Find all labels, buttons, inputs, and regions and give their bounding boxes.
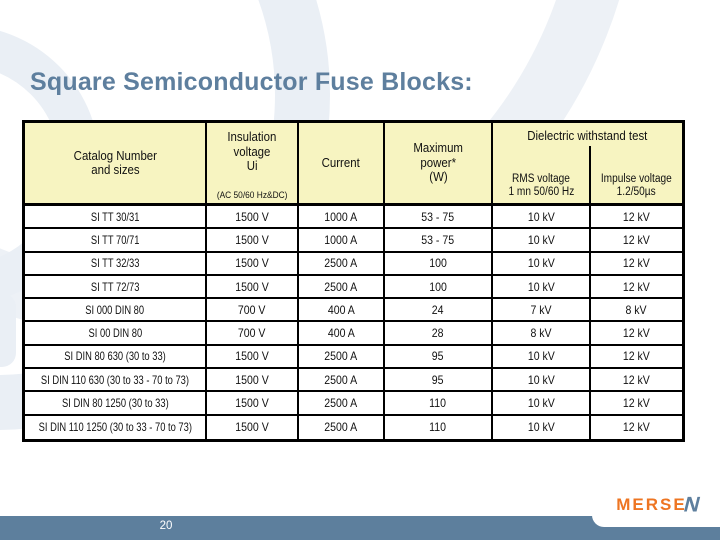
- catalog-number: SI 000 DIN 80: [85, 302, 145, 317]
- rms-voltage: 10 kV: [527, 396, 555, 411]
- impulse-voltage: 12 kV: [622, 396, 651, 411]
- table-row: SI TT 70/71 1500 V 1000 A 53 - 75 10 kV …: [25, 229, 682, 253]
- impulse-voltage: 12 kV: [622, 372, 651, 387]
- current: 2500 A: [324, 372, 358, 387]
- catalog-number: SI DIN 110 1250 (30 to 33 - 70 to 73): [38, 420, 192, 435]
- catalog-number: SI TT 30/31: [90, 209, 140, 224]
- background-watermark-arc: [0, 293, 16, 367]
- header-current: Current: [299, 123, 385, 203]
- max-power: 95: [432, 349, 444, 364]
- rms-voltage: 7 kV: [530, 302, 552, 317]
- insulation-voltage: 1500 V: [235, 256, 269, 271]
- table-row: SI TT 30/31 1500 V 1000 A 53 - 75 10 kV …: [25, 206, 682, 230]
- header-dielectric-title: Dielectric withstand test: [527, 128, 648, 143]
- catalog-number: SI TT 72/73: [90, 279, 140, 294]
- table-row: SI DIN 110 1250 (30 to 33 - 70 to 73) 15…: [25, 415, 682, 439]
- catalog-number: SI TT 32/33: [90, 256, 140, 271]
- impulse-voltage: 8 kV: [625, 302, 648, 317]
- max-power: 28: [432, 326, 444, 341]
- header-catalog-number: Catalog Number and sizes: [25, 123, 207, 203]
- insulation-voltage: 1500 V: [235, 420, 269, 435]
- max-power: 100: [429, 279, 447, 294]
- rms-voltage: 10 kV: [527, 279, 555, 294]
- current: 2500 A: [324, 349, 358, 364]
- mersen-logo: MERSEN: [616, 493, 705, 517]
- rms-voltage: 10 kV: [527, 256, 555, 271]
- max-power: 110: [429, 396, 447, 411]
- catalog-number: SI DIN 110 630 (30 to 33 - 70 to 73): [40, 372, 190, 387]
- header-impulse-voltage: Impulse voltage 1.2/50µs: [601, 173, 672, 198]
- table-row: SI 000 DIN 80 700 V 400 A 24 7 kV 8 kV: [25, 299, 682, 323]
- rms-voltage: 10 kV: [527, 349, 555, 364]
- current: 1000 A: [324, 232, 358, 247]
- insulation-voltage: 1500 V: [235, 349, 269, 364]
- table-row: SI 00 DIN 80 700 V 400 A 28 8 kV 12 kV: [25, 322, 682, 346]
- table-row: SI DIN 110 630 (30 to 33 - 70 to 73) 150…: [25, 369, 682, 393]
- rms-voltage: 10 kV: [527, 209, 555, 224]
- rms-voltage: 10 kV: [527, 372, 555, 387]
- catalog-number: SI DIN 80 630 (30 to 33): [64, 349, 166, 364]
- insulation-voltage: 1500 V: [235, 372, 269, 387]
- header-maximum-power: Maximum power* (W): [385, 123, 493, 203]
- current: 2500 A: [324, 279, 358, 294]
- table-header-row: Catalog Number and sizes Insulation volt…: [25, 123, 682, 206]
- insulation-voltage: 1500 V: [235, 279, 269, 294]
- max-power: 53 - 75: [421, 232, 455, 247]
- table-row: SI DIN 80 630 (30 to 33) 1500 V 2500 A 9…: [25, 345, 682, 370]
- max-power: 95: [432, 372, 444, 387]
- current: 400 A: [327, 302, 355, 317]
- insulation-voltage: 700 V: [238, 302, 266, 317]
- mersen-logo-text: MERSE: [616, 495, 687, 514]
- impulse-voltage: 12 kV: [622, 232, 651, 247]
- slide-title: Square Semiconductor Fuse Blocks:: [30, 68, 473, 96]
- insulation-voltage: 1500 V: [235, 209, 269, 224]
- impulse-voltage: 12 kV: [622, 420, 651, 435]
- table-row: SI TT 72/73 1500 V 2500 A 100 10 kV 12 k…: [25, 275, 682, 300]
- current: 2500 A: [324, 420, 358, 435]
- header-dielectric-test: Dielectric withstand test RMS voltage 1 …: [493, 123, 682, 203]
- current: 1000 A: [324, 209, 358, 224]
- impulse-voltage: 12 kV: [622, 209, 651, 224]
- catalog-number: SI TT 70/71: [90, 232, 140, 247]
- insulation-voltage: 1500 V: [235, 232, 269, 247]
- catalog-number: SI DIN 80 1250 (30 to 33): [61, 396, 169, 411]
- impulse-voltage: 12 kV: [622, 256, 651, 271]
- impulse-voltage: 12 kV: [622, 279, 651, 294]
- header-insulation-voltage: Insulation voltage Ui (AC 50/60 Hz&DC): [207, 123, 299, 203]
- max-power: 110: [429, 420, 447, 435]
- header-dielectric-subrow: RMS voltage 1 mn 50/60 Hz Impulse voltag…: [493, 146, 682, 203]
- page-number: 20: [159, 520, 173, 532]
- fuse-blocks-table: Catalog Number and sizes Insulation volt…: [22, 120, 685, 442]
- insulation-voltage: 1500 V: [235, 396, 269, 411]
- rms-voltage: 10 kV: [527, 232, 555, 247]
- max-power: 24: [432, 302, 444, 317]
- header-rms-voltage: RMS voltage 1 mn 50/60 Hz: [493, 146, 591, 203]
- table-row: SI TT 32/33 1500 V 2500 A 100 10 kV 12 k…: [25, 252, 682, 276]
- insulation-voltage: 700 V: [238, 326, 266, 341]
- rms-voltage: 10 kV: [527, 420, 555, 435]
- current: 2500 A: [324, 396, 358, 411]
- current: 400 A: [327, 326, 355, 341]
- max-power: 53 - 75: [421, 209, 455, 224]
- current: 2500 A: [324, 256, 358, 271]
- catalog-number: SI 00 DIN 80: [88, 326, 142, 341]
- impulse-voltage: 12 kV: [622, 349, 651, 364]
- rms-voltage: 8 kV: [530, 326, 552, 341]
- impulse-voltage: 12 kV: [622, 326, 651, 341]
- max-power: 100: [429, 256, 447, 271]
- table-row: SI DIN 80 1250 (30 to 33) 1500 V 2500 A …: [25, 392, 682, 416]
- logo-panel: [592, 484, 720, 527]
